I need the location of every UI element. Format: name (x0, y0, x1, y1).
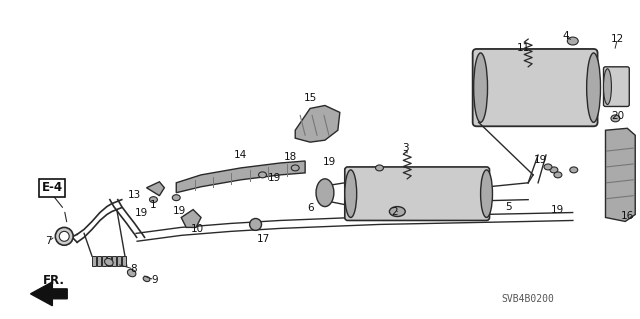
Bar (112, 256, 116, 266)
Bar (116, 256, 121, 266)
Ellipse shape (250, 219, 262, 230)
Ellipse shape (567, 37, 578, 45)
Text: 6: 6 (307, 203, 314, 212)
FancyBboxPatch shape (473, 49, 598, 126)
Bar (102, 256, 106, 266)
Text: 1: 1 (150, 200, 157, 210)
Bar (122, 256, 125, 266)
Text: E-4: E-4 (42, 181, 63, 194)
Text: 16: 16 (621, 211, 634, 221)
Text: 4: 4 (563, 31, 569, 41)
Text: 17: 17 (257, 234, 270, 244)
Text: 8: 8 (131, 264, 137, 274)
Text: 19: 19 (173, 205, 186, 216)
Text: 20: 20 (611, 111, 624, 121)
Polygon shape (31, 282, 67, 306)
Ellipse shape (604, 69, 611, 105)
Text: 13: 13 (128, 190, 141, 200)
Ellipse shape (127, 269, 136, 277)
Text: SVB4B0200: SVB4B0200 (502, 294, 555, 304)
Text: 9: 9 (151, 275, 158, 285)
Ellipse shape (550, 167, 558, 173)
Bar (97, 256, 101, 266)
Bar (92, 256, 96, 266)
FancyBboxPatch shape (345, 167, 490, 220)
Ellipse shape (481, 170, 493, 218)
Ellipse shape (291, 165, 299, 171)
Text: 3: 3 (402, 143, 408, 153)
Text: 12: 12 (611, 34, 624, 44)
Ellipse shape (570, 167, 578, 173)
Ellipse shape (544, 164, 552, 170)
Text: 14: 14 (234, 150, 247, 160)
Ellipse shape (150, 197, 157, 203)
Polygon shape (176, 161, 305, 193)
Text: 5: 5 (505, 202, 511, 211)
Ellipse shape (316, 179, 334, 207)
Ellipse shape (55, 227, 73, 245)
Text: 7: 7 (45, 236, 52, 246)
Polygon shape (295, 106, 340, 142)
Ellipse shape (389, 207, 405, 217)
Text: 19: 19 (534, 155, 547, 165)
Ellipse shape (376, 165, 383, 171)
Text: 11: 11 (516, 43, 530, 53)
Text: 15: 15 (303, 93, 317, 102)
Text: 19: 19 (323, 157, 337, 167)
Ellipse shape (143, 276, 150, 282)
Bar (107, 256, 111, 266)
Text: 19: 19 (551, 204, 564, 215)
Ellipse shape (474, 53, 488, 122)
Ellipse shape (587, 53, 600, 122)
Polygon shape (147, 182, 164, 196)
FancyBboxPatch shape (604, 67, 629, 107)
Ellipse shape (259, 172, 266, 178)
Polygon shape (605, 128, 636, 221)
Ellipse shape (554, 172, 562, 178)
Ellipse shape (104, 258, 113, 266)
Text: 19: 19 (268, 173, 281, 183)
Text: 19: 19 (135, 208, 148, 218)
Polygon shape (181, 210, 201, 227)
Text: 18: 18 (284, 152, 297, 162)
Text: 10: 10 (191, 224, 204, 234)
Ellipse shape (60, 231, 69, 241)
Text: 2: 2 (391, 206, 397, 217)
Ellipse shape (345, 170, 356, 218)
Text: FR.: FR. (44, 274, 65, 287)
Ellipse shape (611, 115, 620, 122)
Ellipse shape (172, 195, 180, 201)
